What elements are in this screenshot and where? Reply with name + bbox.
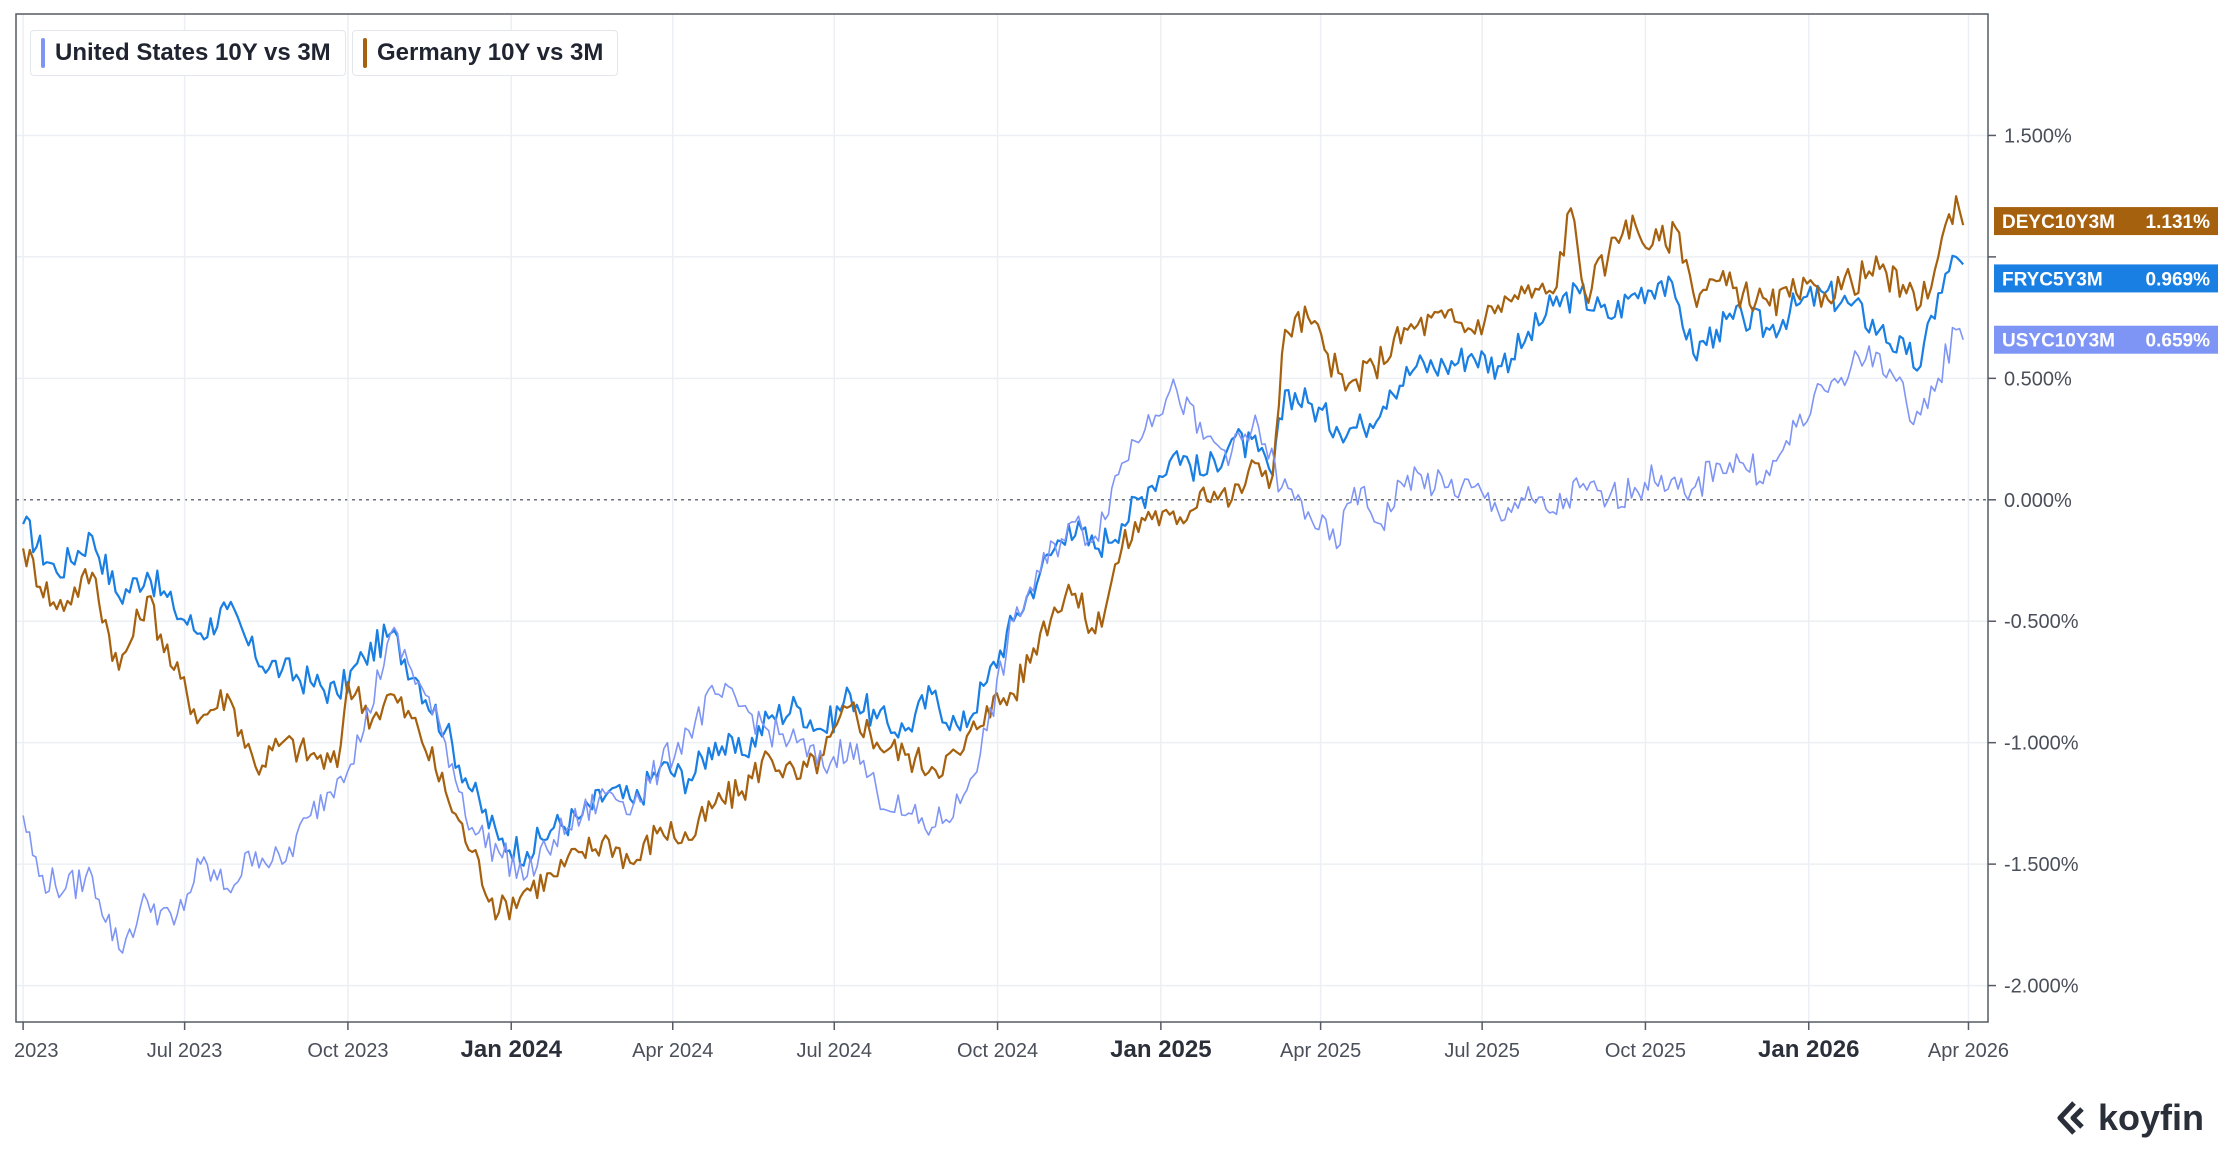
y-tick-label: 0.500%: [2004, 368, 2072, 390]
x-tick-label: Apr 2024: [632, 1040, 713, 1062]
legend-label-us: United States 10Y vs 3M: [55, 39, 331, 66]
badge-background: [1994, 325, 2218, 354]
x-tick-label: 2023: [14, 1040, 59, 1062]
x-tick-label: Jan 2024: [461, 1036, 563, 1063]
x-tick-label: Jan 2026: [1758, 1036, 1859, 1063]
koyfin-brand: koyfin: [2054, 1097, 2204, 1139]
series-line-de: [22, 195, 1965, 921]
y-tick-label: 0.000%: [2004, 490, 2072, 512]
y-tick-label: -2.000%: [2004, 976, 2079, 998]
x-tick-label: Jan 2025: [1110, 1036, 1211, 1063]
y-tick-label: -1.500%: [2004, 854, 2079, 876]
legend-item-united-states[interactable]: United States 10Y vs 3M: [30, 30, 346, 76]
koyfin-logo-icon: [2057, 1101, 2084, 1135]
legend-swatch-de: [363, 38, 367, 68]
grid-layer: [16, 14, 1988, 1022]
badge-value: 1.131%: [2146, 212, 2211, 233]
last-value-badge-us: USYC10Y3M 0.659%: [1994, 325, 2218, 354]
legend-label-de: Germany 10Y vs 3M: [377, 39, 604, 66]
plot-frame: [15, 13, 1989, 1023]
brand-name: koyfin: [2097, 1097, 2204, 1138]
x-tick-label: Oct 2024: [957, 1040, 1038, 1062]
badge-value: 0.659%: [2146, 331, 2211, 352]
x-tick-label: Jul 2025: [1444, 1040, 1520, 1062]
x-tick-label: Apr 2025: [1280, 1040, 1361, 1062]
x-tick-label: Jul 2023: [147, 1040, 223, 1062]
legend-item-germany[interactable]: Germany 10Y vs 3M: [352, 30, 619, 76]
last-value-badges: FRYC5Y3M 0.969% DEYC10Y3M 1.131% USYC10Y3M 0.…: [1994, 207, 2218, 354]
legend-swatch-us: [41, 38, 45, 68]
y-tick-label: -0.500%: [2004, 611, 2079, 633]
x-tick-label: Jul 2024: [796, 1040, 872, 1062]
series-line-us: [22, 326, 1964, 954]
y-tick-label: 1.500%: [2004, 125, 2072, 147]
badge-ticker: FRYC5Y3M: [2002, 269, 2103, 290]
x-tick-label: Apr 2026: [1928, 1040, 2009, 1062]
badge-ticker: USYC10Y3M: [2002, 331, 2115, 352]
y-tick-label: -1.000%: [2004, 733, 2079, 755]
badge-ticker: DEYC10Y3M: [2002, 212, 2115, 233]
badge-background: [1994, 207, 2218, 236]
x-tick-label: Oct 2023: [307, 1040, 388, 1062]
axis-layer: 1.500% 0.500% 0.000% -0.500% -1.000% -1.500% -…: [14, 13, 2079, 1063]
last-value-badge-de: DEYC10Y3M 1.131%: [1994, 207, 2218, 236]
last-value-badge-fr: FRYC5Y3M 0.969%: [1994, 264, 2218, 293]
series-layer: [22, 195, 1965, 954]
badge-background: [1994, 264, 2218, 293]
x-tick-label: Oct 2025: [1605, 1040, 1686, 1062]
series-line-fr: [22, 254, 1965, 867]
badge-value: 0.969%: [2146, 269, 2211, 290]
